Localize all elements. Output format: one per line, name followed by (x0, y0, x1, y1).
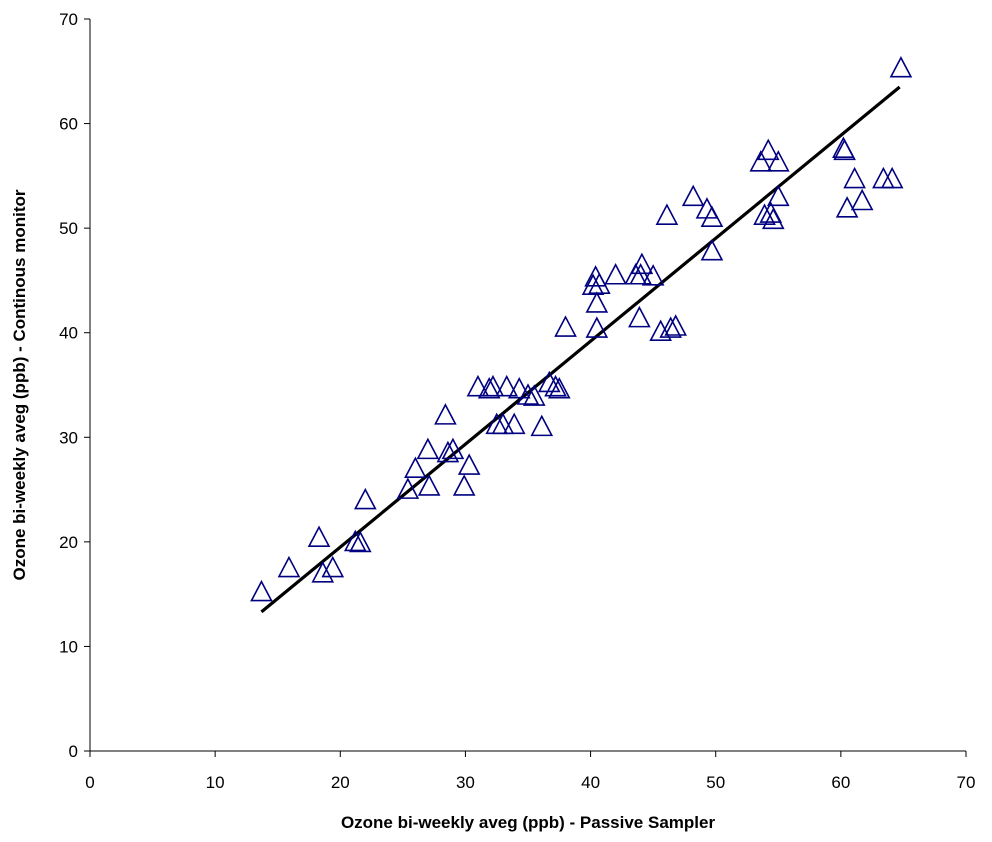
tick-labels: 0 10 20 30 40 50 60 70 0 10 20 30 40 50 60 70 (59, 10, 975, 792)
x-tick-label: 10 (206, 773, 225, 792)
x-tick-label: 60 (831, 773, 850, 792)
data-point (700, 205, 724, 228)
y-tick-label: 40 (59, 324, 78, 343)
data-point (843, 166, 866, 189)
data-point (452, 474, 476, 496)
data-point (659, 316, 682, 338)
data-point (630, 252, 654, 275)
data-point (457, 453, 481, 475)
data-point (436, 440, 460, 463)
data-point (491, 412, 515, 435)
data-point (761, 207, 785, 230)
data-point (835, 196, 859, 218)
data-point (404, 456, 427, 479)
data-point (530, 414, 554, 437)
x-tick-label: 30 (456, 773, 475, 792)
data-point (664, 314, 687, 336)
data-point (628, 305, 651, 328)
y-tick-label: 50 (59, 219, 78, 238)
data-point (502, 412, 526, 435)
data-point (749, 150, 773, 172)
data-point (348, 530, 372, 553)
data-point (434, 403, 457, 425)
data-point (547, 377, 571, 399)
data-point (629, 263, 652, 285)
data-point (495, 374, 519, 397)
x-tick-label: 40 (581, 773, 600, 792)
data-points (250, 55, 913, 602)
data-point (604, 263, 627, 285)
data-point (544, 374, 567, 397)
data-point (756, 138, 780, 161)
data-point (507, 377, 531, 399)
x-axis-title: Ozone bi-weekly aveg (ppb) - Passive Sam… (341, 813, 716, 832)
axes (84, 18, 967, 757)
data-point (522, 384, 546, 406)
y-tick-label: 70 (59, 10, 78, 29)
data-point (277, 555, 301, 578)
data-point (695, 197, 719, 219)
data-point (585, 291, 609, 313)
trendline-layer (260, 85, 901, 614)
x-tick-label: 50 (706, 773, 725, 792)
data-point (655, 203, 679, 225)
data-point (766, 150, 790, 172)
data-point (588, 272, 611, 294)
data-point (477, 377, 501, 399)
y-tick-label: 10 (59, 637, 78, 656)
data-point (353, 487, 377, 510)
data-point (649, 319, 672, 342)
y-tick-label: 60 (59, 115, 78, 134)
data-point (321, 555, 345, 578)
data-point (833, 138, 856, 161)
data-point (466, 374, 490, 397)
y-tick-label: 20 (59, 533, 78, 552)
x-tick-label: 70 (957, 773, 976, 792)
data-point (681, 184, 705, 207)
x-tick-label: 0 (85, 773, 94, 792)
data-point (343, 529, 367, 552)
y-tick-label: 30 (59, 428, 78, 447)
trendline (260, 85, 901, 614)
data-point (766, 184, 790, 207)
data-point (850, 188, 874, 211)
data-point (441, 437, 465, 460)
data-point (889, 55, 913, 78)
data-point (554, 315, 577, 337)
data-point (416, 437, 440, 460)
y-tick-label: 0 (69, 742, 78, 761)
data-point (311, 561, 335, 583)
data-point (516, 383, 540, 405)
data-point (700, 238, 724, 261)
y-axis-title: Ozone bi-weekly aveg (ppb) - Continous m… (10, 189, 29, 580)
data-point (481, 374, 505, 397)
data-point (307, 525, 331, 548)
data-point (641, 264, 665, 286)
data-point (417, 474, 441, 496)
data-point (537, 370, 561, 393)
data-point (753, 203, 776, 225)
data-point (880, 166, 904, 189)
x-tick-label: 20 (331, 773, 350, 792)
data-point (396, 477, 420, 499)
data-point (581, 273, 605, 296)
data-point (250, 579, 273, 602)
data-point (585, 316, 609, 338)
